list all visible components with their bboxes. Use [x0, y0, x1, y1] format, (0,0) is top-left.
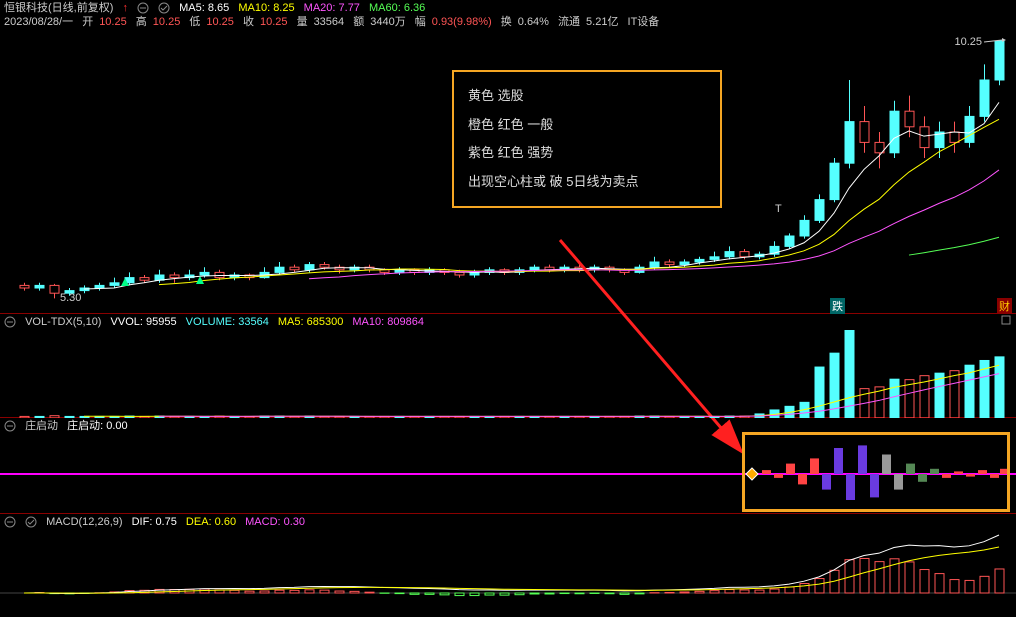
high-val: 10.25 [153, 16, 181, 28]
minus-icon[interactable] [137, 2, 149, 14]
macd-part: MACD: 0.30 [245, 516, 305, 528]
vol-part: VOLUME: 33564 [186, 316, 269, 328]
chg-lbl: 幅 [415, 16, 426, 28]
ma-item: MA60: 6.36 [369, 2, 425, 14]
macd-panel[interactable]: MACD(12,26,9) DIF: 0.75 DEA: 0.60 MACD: … [0, 514, 1016, 614]
up-arrow-icon: ↑ [122, 2, 128, 14]
open-lbl: 开 [82, 16, 93, 28]
volume-header: VOL-TDX(5,10) VVOL: 95955 VOLUME: 33564 … [0, 314, 1016, 330]
vol-part: VVOL: 95955 [111, 316, 177, 328]
legend-line: 橙色 红色 一般 [468, 111, 706, 140]
chg-val: 0.93(9.98%) [432, 16, 492, 28]
vol-title: VOL-TDX(5,10) [25, 316, 101, 328]
sector: IT设备 [628, 16, 660, 28]
t-mark: T [775, 203, 782, 215]
check-icon[interactable] [25, 516, 37, 528]
close-val: 10.25 [260, 16, 288, 28]
highlight-box [742, 432, 1010, 512]
ma-item: MA5: 8.65 [179, 2, 229, 14]
volume-chart[interactable] [0, 330, 1016, 418]
macd-part: DIF: 0.75 [132, 516, 177, 528]
float-lbl: 流通 [558, 16, 580, 28]
turn-val: 0.64% [518, 16, 549, 28]
amt-lbl: 额 [353, 16, 364, 28]
price-low-label: 5.30 [60, 292, 81, 304]
minus-icon[interactable] [4, 316, 16, 328]
amt-val: 3440万 [370, 16, 405, 28]
legend-line: 黄色 选股 [468, 82, 706, 111]
close-lbl: 收 [243, 16, 254, 28]
ma-item: MA20: 7.77 [304, 2, 360, 14]
vol-part: MA10: 809864 [352, 316, 424, 328]
die-badge: 跌 [830, 298, 845, 314]
volume-panel[interactable]: VOL-TDX(5,10) VVOL: 95955 VOLUME: 33564 … [0, 314, 1016, 418]
float-val: 5.21亿 [586, 16, 618, 28]
date: 2023/08/28/一 [4, 16, 73, 28]
open-val: 10.25 [99, 16, 127, 28]
cai-badge: 财 [997, 298, 1012, 314]
zqd-part: 庄启动: 0.00 [67, 420, 128, 432]
price-arrow-icon [984, 38, 1006, 46]
legend-line: 出现空心柱或 破 5日线为卖点 [468, 168, 706, 197]
vol-part: MA5: 685300 [278, 316, 343, 328]
price-high-label: 10.25 [954, 36, 982, 48]
low-val: 10.25 [206, 16, 234, 28]
macd-header: MACD(12,26,9) DIF: 0.75 DEA: 0.60 MACD: … [0, 514, 1016, 530]
turn-lbl: 换 [501, 16, 512, 28]
macd-title: MACD(12,26,9) [46, 516, 122, 528]
macd-part: DEA: 0.60 [186, 516, 236, 528]
zqd-title: 庄启动 [25, 420, 58, 432]
high-lbl: 高 [136, 16, 147, 28]
vol-lbl: 量 [297, 16, 308, 28]
minus-icon[interactable] [4, 420, 16, 432]
vol-val: 33564 [314, 16, 345, 28]
minus-icon[interactable] [4, 516, 16, 528]
macd-chart[interactable] [0, 530, 1016, 614]
legend-box: 黄色 选股橙色 红色 一般紫色 红色 强势出现空心柱或 破 5日线为卖点 [452, 70, 722, 208]
legend-line: 紫色 红色 强势 [468, 139, 706, 168]
low-lbl: 低 [189, 16, 200, 28]
stock-name: 恒银科技(日线,前复权) [4, 2, 113, 14]
settings-icon[interactable] [1000, 314, 1012, 326]
check-icon[interactable] [158, 2, 170, 14]
ma-item: MA10: 8.25 [238, 2, 294, 14]
